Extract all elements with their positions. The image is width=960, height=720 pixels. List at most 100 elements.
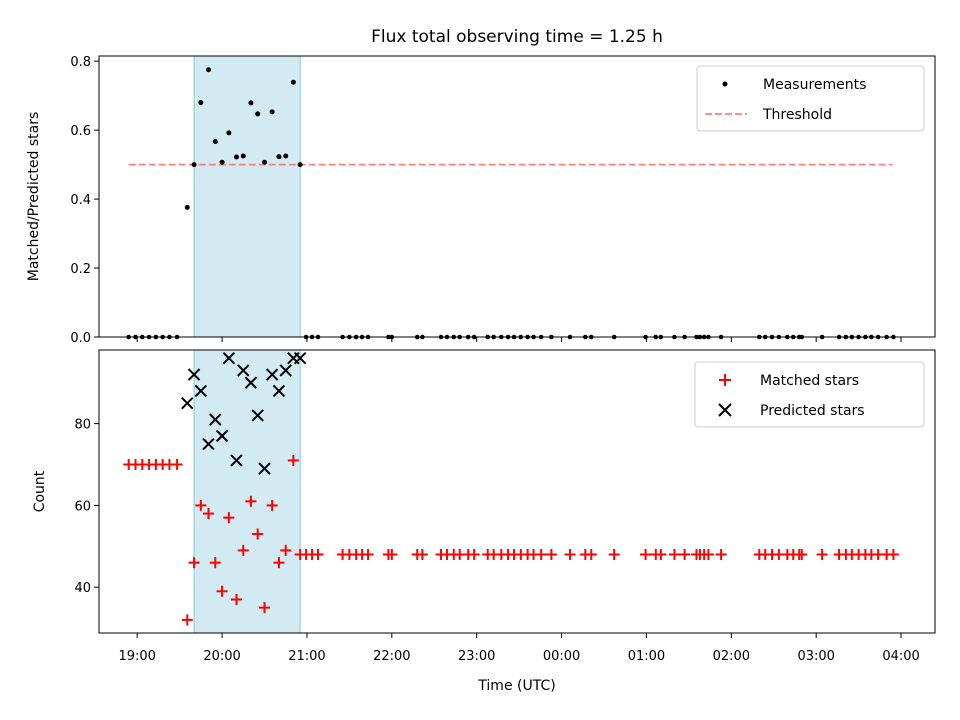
matched-star-point bbox=[202, 508, 214, 520]
measurement-point bbox=[198, 100, 204, 106]
x-tick-label: 21:00 bbox=[288, 649, 325, 664]
matched-star-point bbox=[259, 602, 271, 614]
x-tick-label: 02:00 bbox=[713, 649, 750, 664]
x-tick-label: 00:00 bbox=[543, 649, 580, 664]
x-tick-label: 04:00 bbox=[882, 649, 919, 664]
matched-star-point bbox=[564, 548, 576, 560]
chart-title: Flux total observing time = 1.25 h bbox=[371, 27, 663, 47]
matched-star-point bbox=[668, 548, 680, 560]
predicted-star-point bbox=[202, 437, 215, 451]
y-axis-label: Count bbox=[32, 470, 48, 512]
predicted-star-point bbox=[181, 396, 194, 410]
matched-star-point bbox=[195, 499, 207, 511]
matched-star-point bbox=[237, 544, 249, 556]
matched-star-point bbox=[715, 548, 727, 560]
matched-star-point bbox=[887, 548, 899, 560]
predicted-star-point bbox=[222, 351, 236, 365]
matched-star-point bbox=[230, 593, 242, 605]
matched-star-point bbox=[608, 548, 620, 560]
matched-star-point bbox=[266, 499, 278, 511]
legend-marker-measurements bbox=[722, 81, 728, 87]
plot-frame bbox=[98, 55, 936, 338]
matched-star-point bbox=[245, 495, 257, 507]
matched-star-point bbox=[223, 512, 235, 524]
predicted-star-point bbox=[251, 409, 264, 422]
y-tick-label: 80 bbox=[74, 418, 91, 433]
measurement-point bbox=[191, 162, 197, 168]
x-tick-label: 01:00 bbox=[628, 649, 665, 664]
plot-frame bbox=[98, 349, 936, 634]
predicted-star-point bbox=[279, 364, 292, 377]
matched-star-point bbox=[816, 548, 828, 560]
matched-star-point bbox=[171, 459, 183, 471]
matched-star-point bbox=[181, 614, 193, 626]
predicted-star-point bbox=[209, 413, 222, 426]
predicted-star-point bbox=[258, 462, 271, 475]
x-axis-ticks bbox=[136, 337, 902, 342]
shaded-observing-span bbox=[193, 349, 301, 634]
matched-star-point bbox=[188, 557, 200, 569]
legend-label-matched: Matched stars bbox=[760, 373, 859, 389]
shaded-observing-span bbox=[193, 55, 301, 338]
matched-star-point bbox=[640, 548, 652, 560]
legend-box bbox=[696, 65, 925, 132]
x-axis-ticks: 19:00 20:00 21:00 22:00 23:00 00:00 01:00 02:00… bbox=[118, 633, 920, 664]
measurement-point bbox=[233, 154, 239, 160]
measurement-point bbox=[219, 159, 225, 165]
y-axis-ticks: 40 60 80 bbox=[74, 418, 99, 596]
matched-star-points bbox=[123, 454, 899, 626]
matched-star-point bbox=[545, 548, 557, 560]
x-tick-label: 22:00 bbox=[373, 649, 410, 664]
measurement-point bbox=[297, 162, 303, 168]
predicted-star-points bbox=[181, 351, 307, 475]
legend-box bbox=[694, 361, 925, 428]
predicted-star-point bbox=[215, 429, 229, 443]
legend-marker-matched bbox=[719, 374, 731, 386]
predicted-star-point bbox=[194, 384, 208, 398]
measurement-point bbox=[283, 153, 289, 159]
x-tick-label: 23:00 bbox=[458, 649, 495, 664]
measurement-point bbox=[276, 154, 282, 160]
measurement-point bbox=[240, 153, 246, 159]
matched-star-point bbox=[252, 528, 264, 540]
predicted-star-point bbox=[265, 368, 279, 381]
y-tick-label: 0.8 bbox=[70, 55, 91, 70]
matched-star-point bbox=[416, 548, 428, 560]
matched-star-point bbox=[702, 548, 714, 560]
matched-star-point bbox=[216, 585, 228, 597]
predicted-star-point bbox=[237, 364, 250, 377]
x-axis-label: Time (UTC) bbox=[477, 678, 555, 694]
predicted-star-point bbox=[293, 351, 307, 365]
measurement-points bbox=[184, 67, 303, 210]
matched-star-point bbox=[468, 548, 480, 560]
matched-star-point bbox=[312, 548, 324, 560]
y-tick-label: 0.2 bbox=[70, 262, 91, 277]
y-tick-label: 60 bbox=[74, 499, 91, 514]
y-tick-label: 0.0 bbox=[70, 331, 91, 346]
matched-star-point bbox=[655, 548, 667, 560]
legend-label-threshold: Threshold bbox=[762, 107, 832, 123]
y-tick-label: 0.4 bbox=[70, 193, 91, 208]
measurement-point bbox=[269, 109, 275, 115]
measurement-point bbox=[290, 79, 296, 85]
predicted-star-point bbox=[230, 454, 243, 467]
measurement-point bbox=[226, 130, 232, 136]
predicted-star-point bbox=[244, 376, 258, 389]
measurement-point bbox=[205, 67, 211, 73]
measurement-point bbox=[184, 204, 190, 210]
legend-label-measurements: Measurements bbox=[763, 77, 866, 93]
matched-star-point bbox=[535, 548, 547, 560]
matched-star-point bbox=[280, 544, 292, 556]
legend-marker-predicted bbox=[718, 403, 732, 417]
matched-star-point bbox=[585, 548, 597, 560]
predicted-star-point bbox=[187, 368, 201, 381]
y-tick-label: 40 bbox=[74, 581, 91, 596]
y-tick-label: 0.6 bbox=[70, 124, 91, 139]
x-tick-label: 20:00 bbox=[203, 649, 240, 664]
x-tick-label: 03:00 bbox=[797, 649, 834, 664]
matched-star-point bbox=[362, 548, 374, 560]
legend: Matched stars Predicted stars bbox=[694, 361, 925, 428]
ratio-panel: 0.00.20.40.60.8 Matched/Predicted stars … bbox=[26, 55, 936, 346]
y-axis-label: Matched/Predicted stars bbox=[26, 112, 42, 282]
